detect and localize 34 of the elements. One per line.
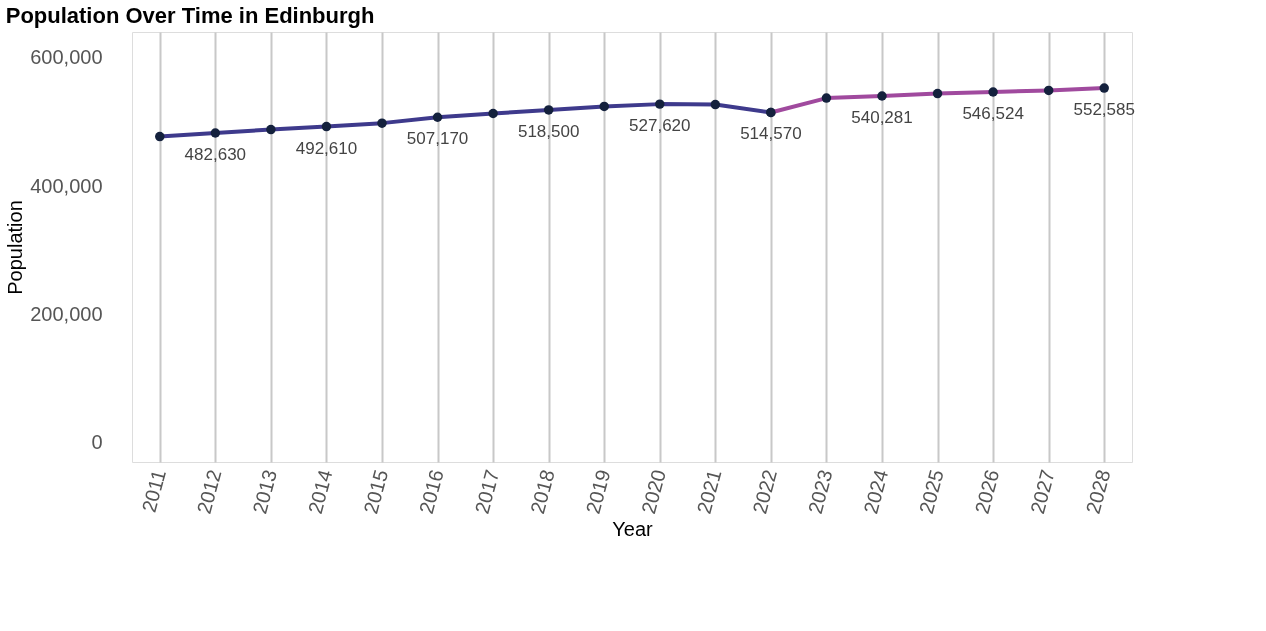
data-label: 552,585 — [1073, 100, 1135, 120]
data-label: 482,630 — [184, 145, 247, 164]
data-label: 527,620 — [629, 116, 691, 136]
x-tick-label: 2016 — [414, 467, 448, 517]
x-tick-label: 2017 — [470, 467, 504, 517]
x-tick-label: 2021 — [692, 467, 726, 517]
x-tick-label: 2018 — [526, 467, 559, 517]
x-tick-label: 2014 — [303, 467, 337, 517]
x-tick-label: 2026 — [970, 467, 1004, 517]
y-tick-label: 0 — [91, 431, 103, 454]
x-tick-label: 2011 — [137, 467, 170, 515]
x-tick-label: 2013 — [248, 467, 282, 517]
x-tick-label: 2028 — [1081, 467, 1115, 517]
data-label: 540,281 — [851, 108, 913, 127]
x-tick-label: 2019 — [581, 467, 615, 517]
x-tick-label: 2012 — [192, 467, 226, 517]
data-label: 492,610 — [295, 138, 358, 158]
x-axis-title: Year — [612, 518, 654, 541]
x-tick-label: 2025 — [914, 467, 948, 517]
x-tick-label: 2024 — [859, 467, 893, 517]
y-tick-label: 600,000 — [30, 46, 103, 69]
x-tick-label: 2015 — [359, 467, 393, 517]
y-tick-label: 200,000 — [30, 302, 103, 325]
x-tick-label: 2023 — [803, 467, 837, 517]
chart-title: Population Over Time in Edinburgh — [5, 3, 375, 28]
data-label: 518,500 — [517, 121, 580, 141]
data-label: 514,570 — [740, 124, 802, 144]
x-tick-label: 2020 — [637, 467, 670, 517]
data-label: 507,170 — [406, 129, 469, 149]
y-tick-label: 400,000 — [30, 174, 103, 197]
y-axis-title: Population — [4, 200, 27, 295]
data-label: 546,524 — [962, 103, 1024, 123]
x-tick-label: 2027 — [1026, 467, 1059, 517]
x-tick-label: 2022 — [748, 467, 782, 517]
